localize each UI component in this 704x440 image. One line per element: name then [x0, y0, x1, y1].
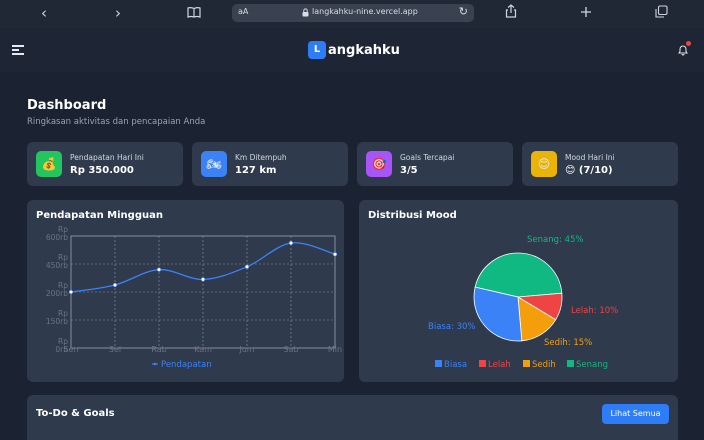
x-tick-label: Rab [151, 345, 166, 354]
y-tick-label: 200rb [46, 289, 68, 298]
url-text: langkahku-nine.vercel.app [312, 7, 418, 16]
slice-label: Lelah: 10% [571, 306, 618, 316]
pie-slice [474, 252, 563, 298]
x-tick-label: Sen [63, 345, 78, 354]
tabs-icon[interactable] [651, 4, 671, 22]
data-point [288, 240, 294, 246]
data-point [332, 252, 338, 257]
todo-card: To-Do & Goals [27, 395, 678, 440]
todo-title: To-Do & Goals [36, 408, 115, 419]
target-icon: 🎯 [366, 151, 392, 177]
x-tick-label: Sab [283, 345, 298, 354]
y-tick-label: 150rb [46, 317, 68, 326]
app-header: L angkahku [0, 28, 704, 72]
reload-icon[interactable]: ↻ [458, 5, 468, 18]
y-tick-label: Rp [58, 281, 68, 290]
smiley-icon: 😊 [531, 151, 557, 177]
slice-label: Sedih: 15% [544, 338, 592, 348]
url-bar[interactable]: aA langkahku-nine.vercel.app ↻ [232, 4, 474, 22]
legend-label: Lelah [488, 360, 511, 370]
pie-slice [473, 286, 523, 342]
share-icon[interactable] [501, 4, 521, 22]
page-title: Dashboard [27, 98, 107, 113]
legend-label: Pendapatan [161, 360, 212, 370]
stat-value: 127 km [235, 165, 277, 176]
reader-aa-button[interactable]: aA [238, 7, 249, 16]
legend-swatch [567, 360, 574, 367]
x-tick-label: Jum [238, 345, 254, 354]
legend-marker [153, 362, 157, 366]
y-tick-label: Rp [58, 337, 68, 346]
stat-card-mood: 😊 Mood Hari Ini 😊 (7/10) [522, 142, 678, 186]
data-point [112, 282, 118, 288]
y-tick-label: 600rb [46, 233, 68, 242]
slice-label: Biasa: 30% [428, 322, 476, 332]
legend-label: Biasa [444, 360, 467, 370]
lock-icon [302, 8, 309, 17]
stat-label: Mood Hari Ini [565, 153, 615, 162]
stat-value: Rp 350.000 [70, 165, 134, 176]
menu-icon[interactable] [12, 45, 24, 55]
pie-chart: Biasa: 30% Lelah: 10% Sedih: 15% Senang: 45… [428, 235, 618, 370]
legend-swatch [435, 360, 442, 367]
y-tick-label: 450rb [46, 261, 68, 270]
notification-dot [686, 41, 691, 46]
stat-label: Pendapatan Hari Ini [70, 153, 144, 162]
chart-title: Distribusi Mood [368, 210, 457, 221]
y-tick-label: 0rb [55, 345, 68, 354]
page-subtitle: Ringkasan aktivitas dan pencapaian Anda [27, 117, 206, 127]
stat-value: 3/5 [400, 165, 418, 176]
mood-distribution-card: Distribusi Mood Biasa: 30% Lelah: 10% Sedi… [359, 200, 678, 382]
logo-badge: L [308, 41, 326, 59]
data-point [156, 267, 162, 272]
app-logo[interactable]: L angkahku [308, 41, 400, 59]
x-tick-label: Sel [109, 345, 121, 354]
forward-icon[interactable]: › [115, 4, 121, 22]
browser-toolbar: ‹ › aA langkahku-nine.vercel.app ↻ [0, 0, 704, 28]
x-tick-label: Min [328, 345, 342, 354]
y-tick-label: Rp [58, 253, 68, 262]
data-point [200, 277, 206, 282]
motorcycle-icon: 🏍 [201, 151, 227, 177]
logo-text: angkahku [328, 42, 400, 58]
stat-value: 😊 (7/10) [565, 165, 613, 176]
data-point [244, 264, 250, 269]
weekly-income-card: Pendapatan Mingguan Sen Sel Rab Kam Jum Sab Mi… [27, 200, 344, 382]
legend-swatch [523, 360, 530, 367]
back-icon[interactable]: ‹ [41, 4, 47, 22]
y-tick-label: Rp [58, 309, 68, 318]
legend-swatch [479, 360, 486, 367]
x-tick-label: Kam [194, 345, 212, 354]
legend-label: Sedih [532, 360, 556, 370]
money-bag-icon: 💰 [36, 151, 62, 177]
stat-card-km: 🏍 Km Ditempuh 127 km [192, 142, 348, 186]
slice-label: Senang: 45% [527, 235, 583, 245]
y-tick-label: Rp [58, 225, 68, 234]
bell-icon[interactable] [677, 44, 689, 56]
stat-label: Goals Tercapai [400, 153, 455, 162]
book-icon[interactable] [184, 4, 204, 22]
new-tab-icon[interactable] [576, 4, 596, 22]
view-all-button[interactable]: Lihat Semua [602, 404, 669, 424]
stat-label: Km Ditempuh [235, 153, 287, 162]
stat-card-goals: 🎯 Goals Tercapai 3/5 [357, 142, 513, 186]
stat-card-income: 💰 Pendapatan Hari Ini Rp 350.000 [27, 142, 183, 186]
data-point [68, 289, 74, 295]
legend-label: Senang [576, 360, 608, 370]
line-chart: Sen Sel Rab Kam Jum Sab MinRp0rbRp150rbRp200rb… [46, 225, 342, 370]
chart-title: Pendapatan Mingguan [36, 210, 163, 221]
